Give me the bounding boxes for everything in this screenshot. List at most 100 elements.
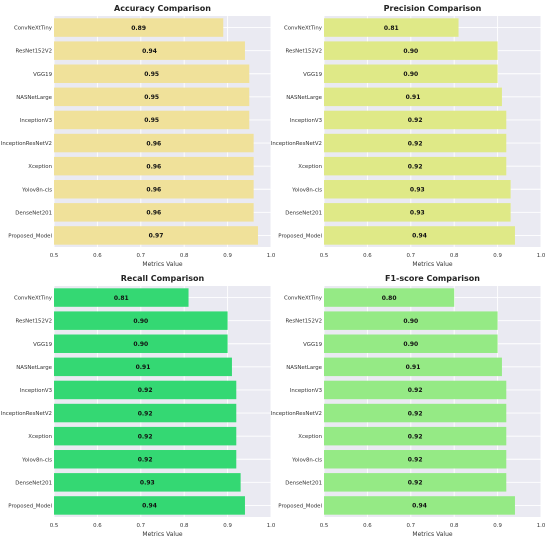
category-label: NASNetLarge	[16, 365, 52, 371]
data-label: 0.90	[403, 318, 418, 325]
bar	[54, 156, 254, 176]
bar	[324, 496, 515, 515]
f1-score-chart: 0.80 ConvNeXtTiny 0.90 ResNet152V2 0.90 VGG19…	[271, 274, 546, 538]
x-tick-label: 0.6	[93, 253, 102, 259]
x-tick-label: 0.6	[363, 253, 372, 259]
x-axis-label: Metrics Value	[412, 261, 452, 268]
x-tick-label: 0.5	[320, 523, 329, 529]
category-label: Xception	[298, 164, 322, 170]
x-tick-label: 0.8	[180, 523, 189, 529]
data-label: 0.91	[406, 364, 421, 371]
bar	[54, 380, 237, 400]
precision-chart: 0.81 ConvNeXtTiny 0.90 ResNet152V2 0.90 VGG19…	[271, 4, 546, 268]
x-tick-label: 0.5	[50, 523, 59, 529]
x-tick-label: 0.7	[137, 523, 146, 529]
data-label: 0.92	[408, 163, 423, 170]
bar	[54, 64, 250, 83]
data-label: 0.96	[146, 186, 161, 193]
bar	[324, 450, 507, 469]
x-tick-label: 0.7	[407, 253, 416, 259]
category-label: ResNet152V2	[286, 49, 323, 55]
category-label: ConvNeXtTiny	[284, 296, 323, 302]
bar	[324, 156, 507, 176]
data-label: 0.92	[408, 433, 423, 440]
data-label: 0.92	[408, 140, 423, 147]
category-label: DenseNet201	[285, 210, 322, 216]
category-label: Yolov8n-cls	[291, 187, 322, 193]
category-label: DenseNet201	[15, 480, 52, 486]
category-label: Yolov8n-cls	[21, 187, 52, 193]
bar	[54, 334, 228, 353]
x-tick-label: 0.9	[223, 523, 232, 529]
x-axis-label: Metrics Value	[142, 531, 182, 538]
data-label: 0.92	[408, 480, 423, 487]
data-label: 0.94	[142, 503, 157, 510]
category-label: DenseNet201	[15, 210, 52, 216]
category-label: Proposed_Model	[8, 503, 52, 509]
x-axis-label: Metrics Value	[142, 261, 182, 268]
bar	[324, 110, 507, 130]
category-label: ResNet152V2	[286, 319, 323, 325]
data-label: 0.93	[140, 480, 155, 487]
data-label: 0.97	[149, 233, 164, 240]
bar	[54, 41, 245, 60]
x-tick-label: 0.8	[450, 253, 459, 259]
recall-chart: 0.81 ConvNeXtTiny 0.90 ResNet152V2 0.90 VGG19…	[1, 274, 276, 538]
x-tick-label: 0.6	[363, 523, 372, 529]
category-label: InceptionResNetV2	[271, 411, 322, 417]
category-label: InceptionV3	[20, 118, 52, 124]
category-label: Xception	[298, 434, 322, 440]
accuracy-chart: 0.89 ConvNeXtTiny 0.94 ResNet152V2 0.95 VGG19…	[1, 4, 276, 268]
bar	[54, 426, 237, 446]
data-label: 0.92	[138, 433, 153, 440]
category-label: InceptionResNetV2	[1, 411, 52, 417]
category-label: VGG19	[33, 342, 52, 348]
bar	[324, 357, 502, 377]
bar	[324, 226, 515, 245]
x-tick-label: 1.0	[267, 523, 276, 529]
x-tick-label: 1.0	[267, 253, 276, 259]
category-label: NASNetLarge	[16, 95, 52, 101]
data-label: 0.80	[382, 295, 397, 302]
data-label: 0.92	[408, 117, 423, 124]
category-label: ConvNeXtTiny	[284, 26, 323, 32]
x-axis-label: Metrics Value	[412, 531, 452, 538]
data-label: 0.92	[408, 456, 423, 463]
data-label: 0.92	[138, 410, 153, 417]
data-label: 0.92	[138, 456, 153, 463]
bar	[54, 110, 250, 130]
data-label: 0.81	[114, 295, 129, 302]
bar	[54, 450, 237, 469]
category-label: VGG19	[33, 72, 52, 78]
bar	[324, 380, 507, 400]
data-label: 0.90	[403, 341, 418, 348]
x-tick-label: 1.0	[537, 253, 546, 259]
category-label: Xception	[28, 434, 52, 440]
x-tick-label: 1.0	[537, 523, 546, 529]
data-label: 0.91	[136, 364, 151, 371]
bar	[54, 357, 232, 377]
bar	[54, 473, 241, 492]
bar	[54, 133, 254, 153]
bar	[324, 87, 502, 107]
bar	[324, 41, 498, 60]
bar	[324, 334, 498, 353]
bar	[324, 18, 459, 37]
data-label: 0.95	[144, 94, 159, 101]
x-tick-label: 0.8	[450, 523, 459, 529]
data-label: 0.91	[406, 94, 421, 101]
bar	[54, 403, 237, 423]
data-label: 0.94	[412, 233, 427, 240]
category-label: NASNetLarge	[286, 365, 322, 371]
bar	[54, 180, 254, 199]
x-tick-label: 0.9	[493, 253, 502, 259]
category-label: NASNetLarge	[286, 95, 322, 101]
data-label: 0.95	[144, 117, 159, 124]
x-tick-label: 0.9	[493, 523, 502, 529]
bar	[324, 288, 455, 307]
bar	[324, 64, 498, 83]
data-label: 0.90	[133, 318, 148, 325]
bar	[324, 403, 507, 423]
chart-title: F1-score Comparison	[385, 274, 480, 283]
